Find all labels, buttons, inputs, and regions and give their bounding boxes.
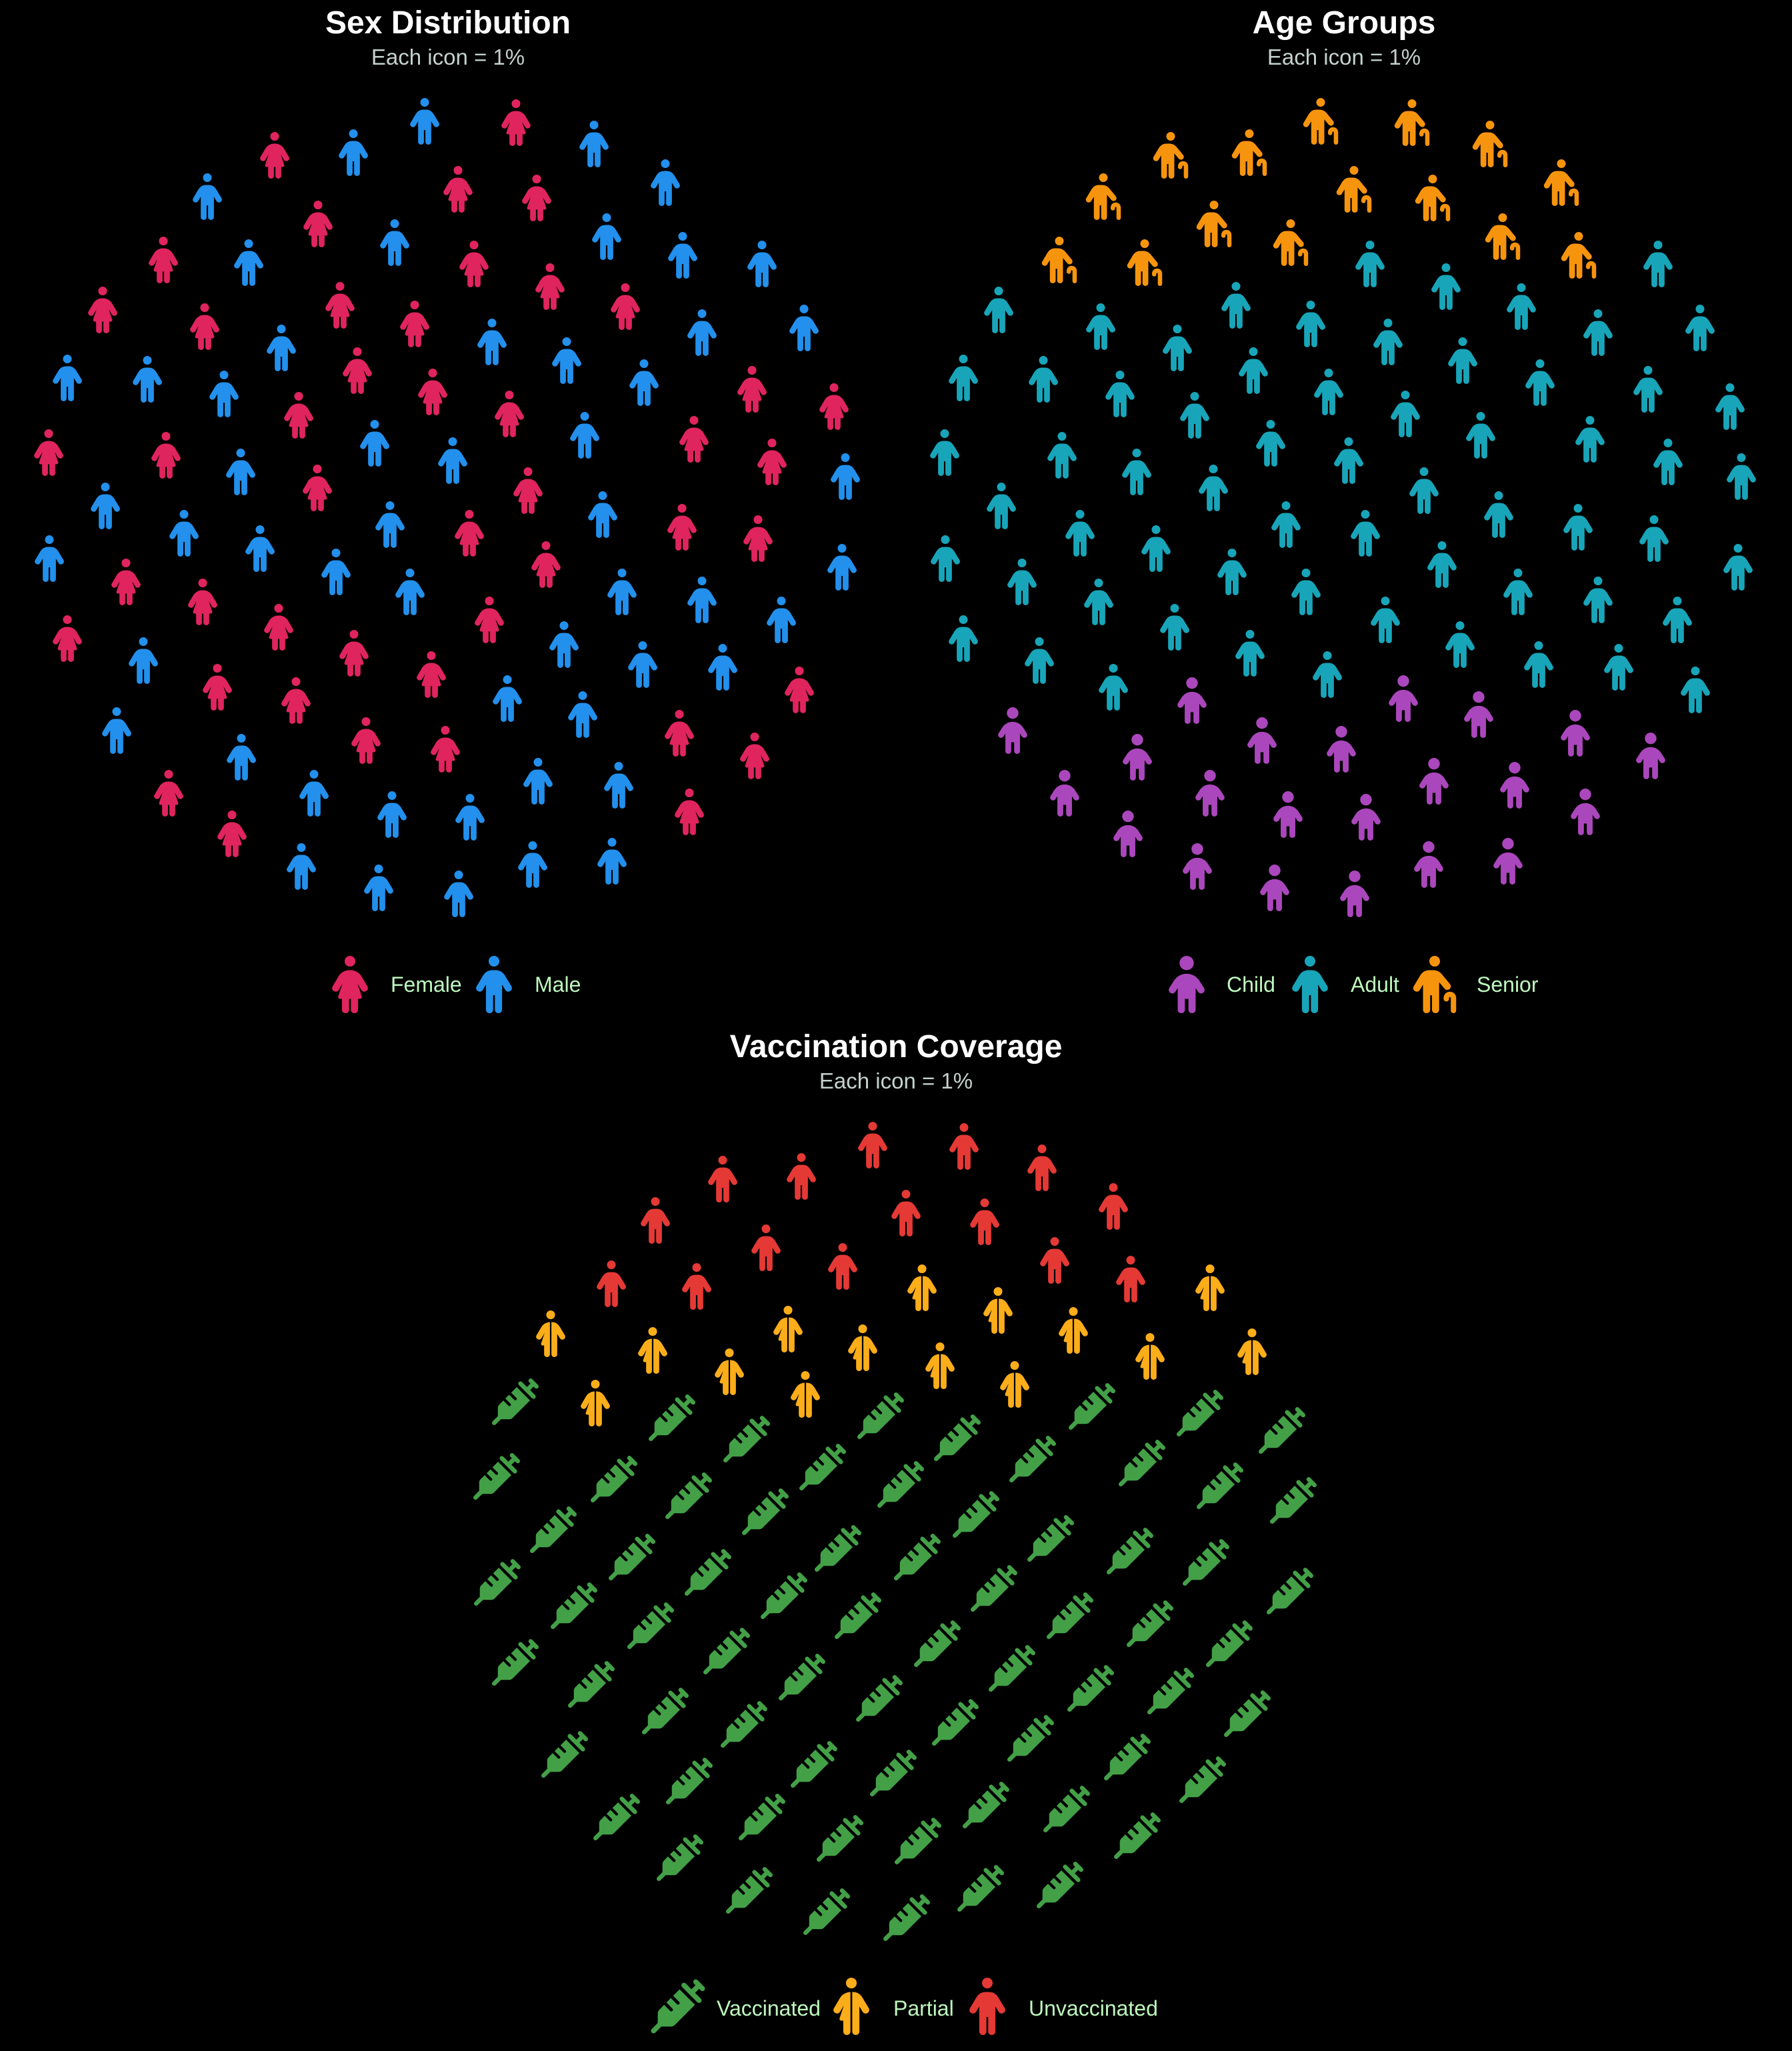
svg-text:Child: Child <box>1227 973 1275 997</box>
svg-text:Age Groups: Age Groups <box>1253 5 1436 41</box>
svg-text:Male: Male <box>535 973 581 997</box>
svg-text:Vaccinated: Vaccinated <box>717 1996 821 2020</box>
svg-text:Each icon = 1%: Each icon = 1% <box>819 1068 973 1093</box>
svg-text:Female: Female <box>391 973 462 997</box>
svg-text:Each icon = 1%: Each icon = 1% <box>1267 45 1421 69</box>
svg-text:Adult: Adult <box>1351 973 1399 997</box>
svg-text:Each icon = 1%: Each icon = 1% <box>371 45 525 69</box>
svg-text:Partial: Partial <box>893 1996 954 2020</box>
svg-text:Sex Distribution: Sex Distribution <box>325 5 571 41</box>
svg-text:Senior: Senior <box>1477 973 1539 997</box>
svg-text:Unvaccinated: Unvaccinated <box>1029 1996 1158 2020</box>
svg-text:Vaccination Coverage: Vaccination Coverage <box>730 1029 1063 1064</box>
